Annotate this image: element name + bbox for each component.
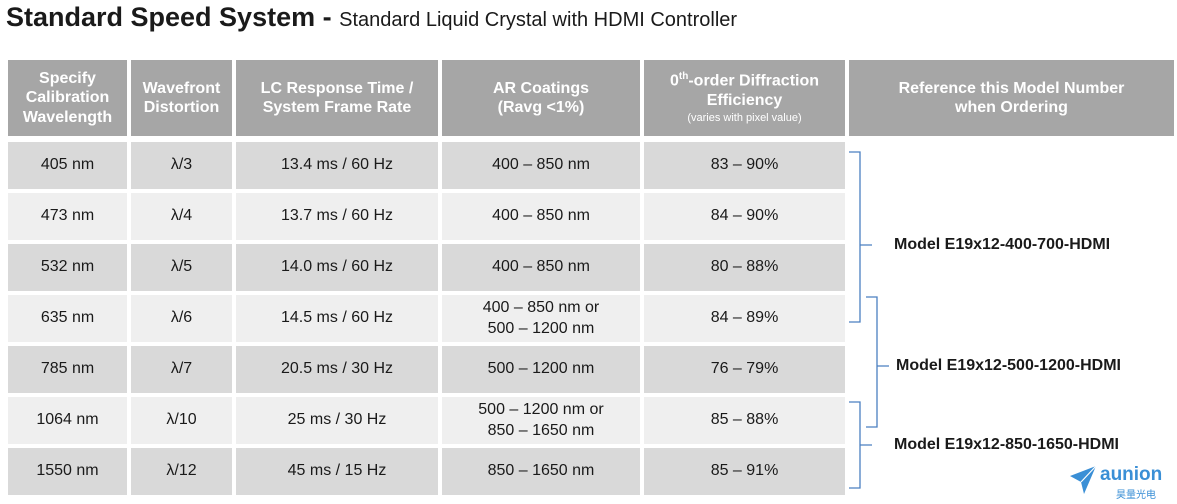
header-reference-line: Reference this Model Number — [898, 79, 1125, 97]
bracket-model-1 — [849, 151, 872, 323]
bracket-model-3 — [849, 401, 872, 489]
logo-word: aunion — [1100, 464, 1163, 485]
logo-chinese: 昊量光电 — [1116, 490, 1156, 501]
cell-coatings: 500 – 1200 nm — [442, 346, 640, 393]
cell-response: 14.5 ms / 60 Hz — [236, 295, 438, 342]
cell-coatings: 400 – 850 nm — [442, 193, 640, 240]
cell-efficiency: 84 – 89% — [644, 295, 845, 342]
cell-wavelength: 532 nm — [8, 244, 127, 291]
cell-line: 400 – 850 nm — [492, 156, 590, 174]
cell-line: 850 – 1650 nm — [487, 462, 595, 480]
cell-wavelength: 405 nm — [8, 142, 127, 189]
cell-wavelength: 473 nm — [8, 193, 127, 240]
cell-coatings: 850 – 1650 nm — [442, 448, 640, 495]
header-efficiency: 0th-order Diffraction Efficiency (varies… — [644, 60, 845, 136]
cell-distortion: λ/7 — [131, 346, 232, 393]
cell-response: 13.4 ms / 60 Hz — [236, 142, 438, 189]
header-response-line: LC Response Time / — [260, 79, 414, 97]
header-distortion-line: Wavefront — [142, 79, 221, 97]
cell-response: 20.5 ms / 30 Hz — [236, 346, 438, 393]
page-title: Standard Speed System - Standard Liquid … — [6, 2, 737, 33]
model-number: Model E19x12-500-1200-HDMI — [896, 357, 1121, 374]
header-wavelength-line: Calibration — [25, 89, 110, 107]
cell-distortion: λ/10 — [131, 397, 232, 444]
cell-wavelength: 1064 nm — [8, 397, 127, 444]
cell-efficiency: 85 – 88% — [644, 397, 845, 444]
cell-coatings: 400 – 850 nm or 500 – 1200 nm — [442, 295, 640, 342]
model-number: Model E19x12-400-700-HDMI — [894, 236, 1111, 253]
cell-coatings: 500 – 1200 nm or 850 – 1650 nm — [442, 397, 640, 444]
header-wavelength-line: Wavelength — [22, 108, 113, 126]
title-subtitle: Standard Liquid Crystal with HDMI Contro… — [339, 9, 738, 31]
header-wavelength: Specify Calibration Wavelength — [8, 60, 127, 136]
aunion-logo: aunion 昊量光电 — [1068, 462, 1168, 501]
cell-distortion: λ/3 — [131, 142, 232, 189]
cell-coatings: 400 – 850 nm — [442, 142, 640, 189]
header-coatings-line: AR Coatings — [493, 79, 589, 97]
cell-line: 500 – 1200 nm — [487, 319, 595, 337]
header-coatings-line: (Ravg <1%) — [497, 99, 585, 116]
cell-efficiency: 83 – 90% — [644, 142, 845, 189]
cell-line: 850 – 1650 nm — [487, 421, 595, 439]
cell-efficiency: 80 – 88% — [644, 244, 845, 291]
header-wavelength-line: Specify — [39, 70, 96, 88]
cell-response: 25 ms / 30 Hz — [236, 397, 438, 444]
cell-distortion: λ/12 — [131, 448, 232, 495]
cell-efficiency: 85 – 91% — [644, 448, 845, 495]
bracket-model-2 — [866, 296, 889, 428]
header-efficiency-line1: 0th-order Diffraction — [669, 71, 820, 90]
header-efficiency-note: (varies with pixel value) — [687, 111, 802, 124]
header-reference: Reference this Model Number when Orderin… — [849, 60, 1174, 136]
cell-distortion: λ/4 — [131, 193, 232, 240]
cell-response: 45 ms / 15 Hz — [236, 448, 438, 495]
cell-line: 400 – 850 nm or — [482, 298, 600, 316]
header-coatings: AR Coatings (Ravg <1%) — [442, 60, 640, 136]
cell-response: 13.7 ms / 60 Hz — [236, 193, 438, 240]
cell-distortion: λ/6 — [131, 295, 232, 342]
header-response: LC Response Time / System Frame Rate — [236, 60, 438, 136]
header-efficiency-line2: Efficiency — [706, 91, 783, 109]
cell-efficiency: 76 – 79% — [644, 346, 845, 393]
cell-line: 500 – 1200 nm — [487, 360, 595, 378]
model-number: Model E19x12-850-1650-HDMI — [894, 436, 1119, 453]
title-main: Standard Speed System - — [6, 2, 340, 32]
cell-distortion: λ/5 — [131, 244, 232, 291]
cell-response: 14.0 ms / 60 Hz — [236, 244, 438, 291]
paper-plane-icon — [1070, 465, 1097, 494]
header-response-line: System Frame Rate — [262, 99, 412, 116]
header-distortion: Wavefront Distortion — [131, 60, 232, 136]
cell-line: 400 – 850 nm — [492, 258, 590, 276]
cell-wavelength: 635 nm — [8, 295, 127, 342]
cell-wavelength: 1550 nm — [8, 448, 127, 495]
header-reference-line: when Ordering — [955, 99, 1068, 116]
cell-coatings: 400 – 850 nm — [442, 244, 640, 291]
cell-wavelength: 785 nm — [8, 346, 127, 393]
cell-efficiency: 84 – 90% — [644, 193, 845, 240]
cell-line: 400 – 850 nm — [492, 207, 590, 225]
header-distortion-line: Distortion — [143, 99, 220, 116]
cell-line: 500 – 1200 nm or — [478, 400, 604, 418]
